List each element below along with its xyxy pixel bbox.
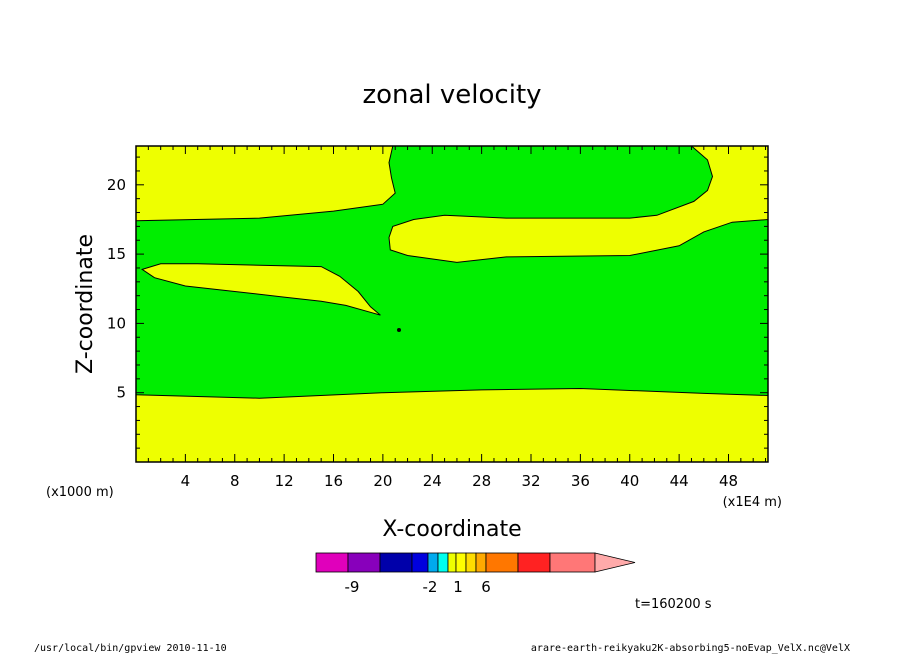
x-tick-label: 48 xyxy=(719,472,738,490)
colorbar-swatch xyxy=(347,552,381,573)
x-tick-label: 8 xyxy=(230,472,240,490)
contour-regions xyxy=(135,145,769,399)
x-tick-label: 40 xyxy=(620,472,639,490)
colorbar-swatch xyxy=(427,552,439,573)
colorbar-labels: -9 -2 1 6 xyxy=(345,578,491,596)
colorbar-swatch xyxy=(411,552,429,573)
y-tick-label: 10 xyxy=(107,314,126,332)
colorbar-label: -9 xyxy=(345,578,360,596)
colorbar-swatch xyxy=(549,552,596,573)
small-contour-dot xyxy=(397,328,401,332)
x-tick-label: 4 xyxy=(181,472,191,490)
colorbar xyxy=(315,552,636,573)
x-axis-label: X-coordinate xyxy=(382,517,521,542)
y-tick-label: 15 xyxy=(107,245,126,263)
colorbar-swatch xyxy=(455,552,467,573)
contour-region-0 xyxy=(135,145,769,399)
y-tick-label: 5 xyxy=(116,384,126,402)
x-tick-label: 32 xyxy=(521,472,540,490)
colorbar-swatch xyxy=(485,552,519,573)
colorbar-overflow-arrow xyxy=(594,552,636,573)
colorbar-label: -2 xyxy=(423,578,438,596)
colorbar-label: 1 xyxy=(453,578,463,596)
x-tick-label: 24 xyxy=(423,472,442,490)
footer-right: arare-earth-reikyaku2K-absorbing5-noEvap… xyxy=(531,643,850,654)
contour-region-1 xyxy=(141,263,381,316)
plot-frame xyxy=(135,145,769,463)
x-tick-label: 20 xyxy=(373,472,392,490)
colorbar-swatch xyxy=(437,552,449,573)
time-annotation: t=160200 s xyxy=(635,597,712,612)
colorbar-swatch xyxy=(465,552,477,573)
x-tick-label: 44 xyxy=(670,472,689,490)
x-unit-label: (x1E4 m) xyxy=(723,495,782,510)
y-axis-label: Z-coordinate xyxy=(73,234,98,374)
y-unit-label: (x1000 m) xyxy=(46,485,114,500)
x-tick-label: 12 xyxy=(275,472,294,490)
colorbar-swatch xyxy=(447,552,457,573)
colorbar-swatch xyxy=(475,552,487,573)
x-tick-label: 16 xyxy=(324,472,343,490)
y-tick-label: 20 xyxy=(107,176,126,194)
chart-title: zonal velocity xyxy=(362,80,541,110)
colorbar-swatch xyxy=(315,552,349,573)
footer-left: /usr/local/bin/gpview 2010-11-10 xyxy=(34,643,227,654)
colorbar-swatch xyxy=(517,552,551,573)
x-tick-label: 36 xyxy=(571,472,590,490)
x-tick-label: 28 xyxy=(472,472,491,490)
colorbar-label: 6 xyxy=(481,578,491,596)
colorbar-swatch xyxy=(379,552,413,573)
